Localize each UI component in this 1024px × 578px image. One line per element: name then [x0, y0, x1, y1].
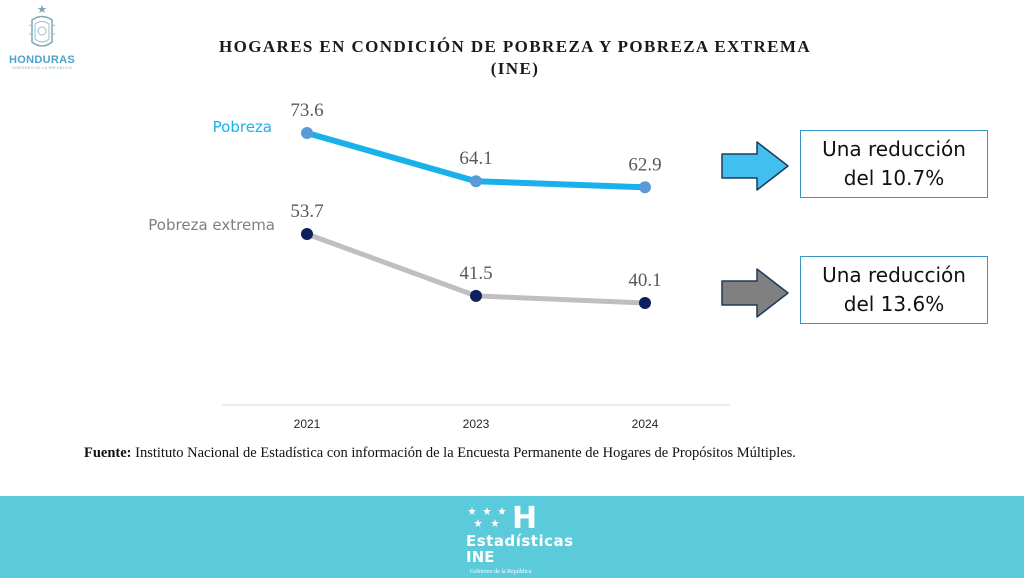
brand-line2: INE	[466, 548, 495, 566]
callout-extrema-line2: del 13.6%	[843, 292, 945, 316]
callout-pobreza-line1: Una reducción	[822, 137, 966, 161]
coat-of-arms-icon	[28, 5, 56, 47]
x-tick-label-2023: 2023	[463, 417, 490, 431]
x-tick-label-2021: 2021	[294, 417, 321, 431]
callout-pobreza: Una reducción del 10.7%	[800, 130, 988, 198]
series-label-0: Pobreza	[213, 118, 272, 136]
honduras-logo: HONDURAS GOBIERNO DE LA REPÚBLICA	[4, 4, 80, 80]
source-label: Fuente:	[84, 445, 132, 461]
brand-tagline: Gobierno de la República	[470, 569, 532, 575]
data-label-1-2023: 41.5	[459, 263, 492, 284]
data-label-1-2021: 53.7	[290, 201, 323, 222]
stars-icon	[468, 507, 506, 527]
chart-title-line1: HOGARES EN CONDICIÓN DE POBREZA Y POBREZ…	[218, 37, 812, 56]
callout-pobreza-line2: del 10.7%	[843, 166, 945, 190]
footer-band: H Estadísticas INE Gobierno de la Repúbl…	[0, 496, 1024, 578]
chart-title-line2: (INE)	[490, 59, 540, 78]
data-label-0-2024: 62.9	[628, 154, 661, 175]
x-tick-label-2024: 2024	[632, 417, 659, 431]
chart-title: HOGARES EN CONDICIÓN DE POBREZA Y POBREZ…	[150, 36, 880, 80]
point-0-2024	[639, 181, 651, 194]
logo-name: HONDURAS	[9, 54, 75, 66]
callout-arrow-0	[721, 141, 789, 191]
data-label-1-2024: 40.1	[628, 270, 661, 291]
brand-line1: Estadísticas	[466, 532, 574, 550]
callout-arrow-1	[721, 268, 789, 318]
ine-mark: H	[512, 501, 538, 536]
point-1-2024	[639, 297, 651, 309]
source-text: Instituto Nacional de Estadística con in…	[131, 445, 796, 461]
source-note: Fuente: Instituto Nacional de Estadístic…	[84, 445, 984, 462]
data-label-0-2023: 64.1	[459, 148, 492, 169]
data-label-0-2021: 73.6	[290, 100, 323, 121]
series-label-1: Pobreza extrema	[148, 216, 275, 234]
point-0-2021	[301, 127, 313, 139]
point-1-2023	[470, 289, 482, 302]
callout-pobreza-extrema: Una reducción del 13.6%	[800, 256, 988, 324]
logo-subtitle: GOBIERNO DE LA REPÚBLICA	[11, 66, 73, 70]
point-0-2023	[470, 175, 482, 188]
callout-extrema-line1: Una reducción	[822, 263, 966, 287]
point-1-2021	[301, 227, 313, 240]
